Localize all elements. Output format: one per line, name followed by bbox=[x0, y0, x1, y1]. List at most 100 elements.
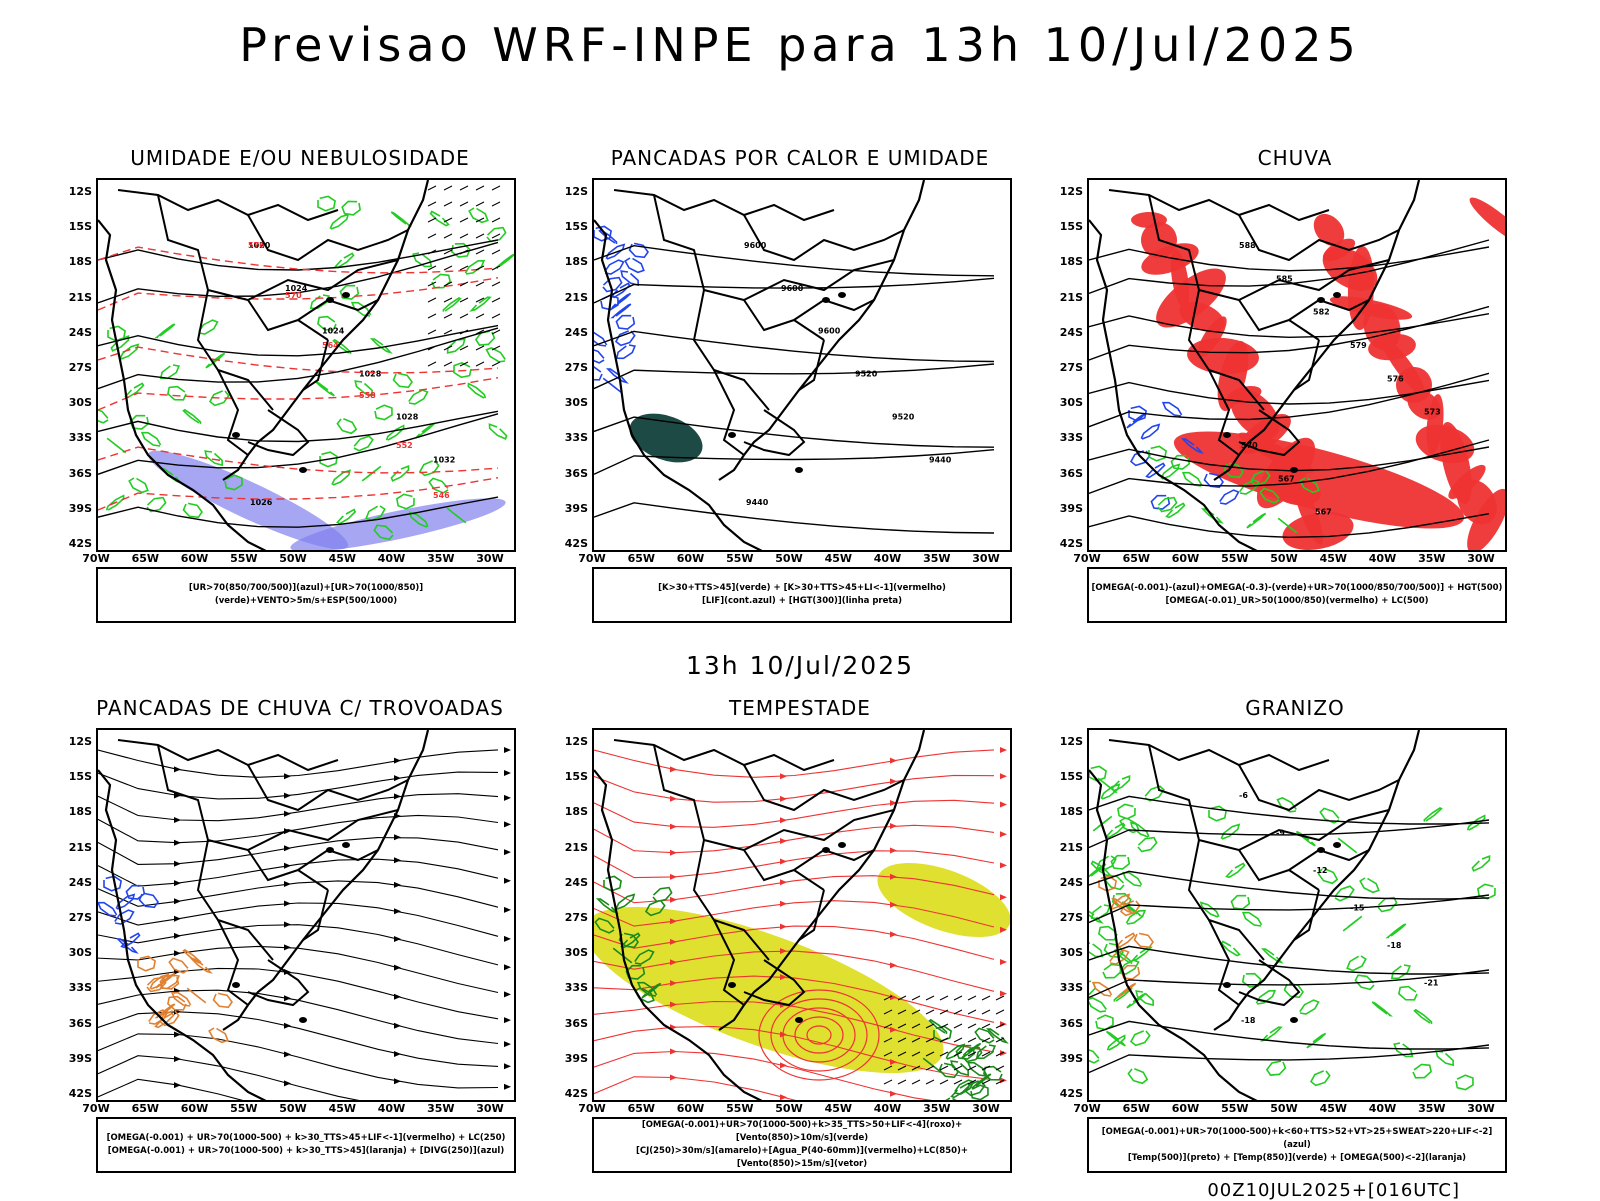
longitude-label: 50W bbox=[279, 1102, 307, 1115]
temp850-green-contour bbox=[1265, 1060, 1287, 1076]
temp850-green-contour bbox=[1144, 785, 1165, 802]
lake bbox=[232, 432, 240, 438]
lake bbox=[232, 982, 240, 988]
temp850-green-contour bbox=[1225, 862, 1246, 879]
streamline bbox=[594, 975, 995, 1023]
wind-green-area bbox=[945, 1097, 957, 1100]
humidity-green-contour bbox=[334, 252, 355, 269]
streamline-arrow bbox=[1000, 990, 1007, 997]
longitude-label: 60W bbox=[180, 552, 209, 565]
temp850-green-contour bbox=[1121, 871, 1143, 887]
streamline bbox=[594, 774, 995, 803]
latitude-label: 18S bbox=[1059, 255, 1083, 269]
lif-blue-contour bbox=[594, 349, 605, 364]
streamline-arrow bbox=[1000, 959, 1007, 965]
latitude-label: 24S bbox=[564, 325, 588, 339]
contour-line bbox=[1089, 1044, 1490, 1074]
temp850-green-contour bbox=[1260, 1026, 1283, 1042]
latitude-label: 15S bbox=[68, 770, 92, 784]
country-border bbox=[613, 189, 835, 222]
contour-line bbox=[1089, 969, 1490, 999]
streamline-arrow bbox=[1000, 894, 1007, 901]
wind-vector bbox=[939, 1009, 949, 1015]
wind-vector bbox=[939, 995, 949, 1001]
streamline-arrow bbox=[284, 792, 291, 799]
humidity-green-contour bbox=[329, 213, 350, 230]
streamline-arrow bbox=[284, 773, 291, 780]
longitude-label: 35W bbox=[427, 552, 455, 565]
latitude-label: 39S bbox=[1059, 501, 1083, 515]
temp850-green-contour bbox=[1390, 964, 1412, 980]
temp850-green-contour bbox=[1299, 999, 1320, 1015]
streamline-arrow bbox=[174, 1031, 181, 1038]
streamline-arrow bbox=[284, 1022, 291, 1029]
panel-legend: [OMEGA(-0.001)+UR>70(1000-500)+k>35_TTS>… bbox=[592, 1117, 1012, 1173]
wind-green-area bbox=[974, 1027, 995, 1044]
contour-line bbox=[1089, 439, 1490, 494]
streamline bbox=[594, 900, 995, 928]
humidity-green-contour bbox=[119, 343, 140, 360]
latitude-label: 18S bbox=[1059, 805, 1083, 819]
orange-convective-area bbox=[137, 955, 156, 972]
contour-label: -6 bbox=[1239, 791, 1248, 800]
run-timestamp: 00Z10JUL2025+[016UTC] bbox=[1207, 1180, 1460, 1201]
map-panel: -6 -9 -12 -15 -18 -21 -18 bbox=[1087, 728, 1507, 1102]
omega-blue-area bbox=[1180, 438, 1204, 454]
latitude-label: 33S bbox=[1059, 431, 1083, 445]
legend-line: [OMEGA(-0.001) + UR>70(1000-500) + k>30_… bbox=[107, 1146, 505, 1156]
streamline-arrow bbox=[174, 839, 181, 846]
humidity-green-contour bbox=[469, 296, 492, 312]
streamline-arrow bbox=[504, 877, 511, 884]
contour-line bbox=[594, 277, 995, 304]
streamline-arrow bbox=[284, 995, 291, 1002]
country-border bbox=[1238, 809, 1390, 851]
humidity-green-contour bbox=[373, 524, 394, 541]
coastline-east bbox=[1213, 730, 1421, 1031]
omega-blue-area bbox=[1126, 412, 1147, 429]
latitude-label: 18S bbox=[564, 255, 588, 269]
wind-vector bbox=[883, 1009, 893, 1015]
wind-vector bbox=[427, 361, 437, 367]
lake bbox=[1223, 982, 1231, 988]
longitude-label: 35W bbox=[1418, 552, 1446, 565]
contour-line bbox=[98, 241, 499, 304]
streamline-arrow bbox=[284, 1051, 291, 1058]
wind-vector bbox=[981, 1051, 991, 1057]
country-border bbox=[217, 369, 249, 456]
country-border bbox=[1238, 959, 1301, 1007]
wind-vector bbox=[995, 1009, 1005, 1015]
lif-blue-contour bbox=[614, 330, 636, 347]
wind-vector bbox=[995, 1051, 1005, 1057]
panel-title: UMIDADE E/OU NEBULOSIDADE bbox=[130, 146, 470, 170]
country-border bbox=[743, 809, 895, 851]
contour-label: 546 bbox=[433, 491, 450, 500]
wind-vector bbox=[443, 265, 453, 271]
humidity-green-contour bbox=[309, 294, 331, 310]
wind-vector bbox=[939, 1037, 949, 1043]
longitude-label: 40W bbox=[873, 1102, 902, 1115]
humidity-green-contour bbox=[224, 474, 243, 491]
wind-vector bbox=[925, 1023, 935, 1029]
wind-vector bbox=[925, 1009, 935, 1015]
streamline-arrow bbox=[1000, 773, 1007, 780]
latitude-label: 39S bbox=[564, 1051, 588, 1065]
contour-line bbox=[98, 410, 499, 443]
streamline-arrow bbox=[504, 906, 511, 913]
streamline bbox=[98, 837, 499, 865]
omega-blue-area bbox=[1128, 405, 1147, 422]
contour-label: -18 bbox=[1387, 941, 1402, 950]
streamline-arrow bbox=[394, 964, 401, 971]
contour-label: 1020 bbox=[248, 241, 271, 250]
streamline-arrow bbox=[1000, 831, 1007, 838]
streamline-arrow bbox=[504, 1017, 511, 1024]
wind-vector bbox=[475, 265, 485, 271]
coastline-west bbox=[1089, 769, 1258, 1100]
low-pressure-circulation bbox=[782, 1007, 856, 1063]
coastline-west bbox=[98, 219, 267, 550]
contour-label: 564 bbox=[322, 341, 339, 350]
wind-vector bbox=[995, 1065, 1005, 1071]
country-border bbox=[1293, 339, 1320, 391]
latitude-label: 27S bbox=[68, 911, 92, 924]
panel-title: PANCADAS POR CALOR E UMIDADE bbox=[610, 146, 990, 170]
temp850-green-contour bbox=[1337, 837, 1358, 854]
